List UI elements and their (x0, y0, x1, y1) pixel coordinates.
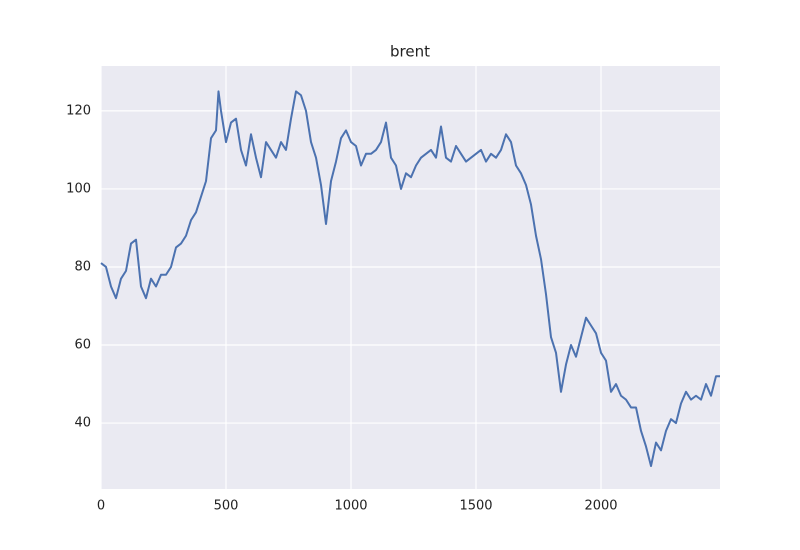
plot-area (101, 66, 720, 489)
x-tick-label: 1000 (334, 499, 367, 514)
y-tick-label: 80 (74, 259, 91, 274)
data-line (100, 90, 720, 467)
y-tick-label: 100 (66, 181, 91, 196)
x-tick-label: 0 (97, 499, 105, 514)
x-tick-label: 2000 (584, 499, 617, 514)
x-tick-label: 1500 (459, 499, 492, 514)
y-tick-label: 120 (66, 103, 91, 118)
y-tick-label: 60 (74, 338, 91, 353)
chart-title: brent (390, 43, 430, 61)
x-tick-label: 500 (214, 499, 239, 514)
y-tick-label: 40 (74, 416, 91, 431)
